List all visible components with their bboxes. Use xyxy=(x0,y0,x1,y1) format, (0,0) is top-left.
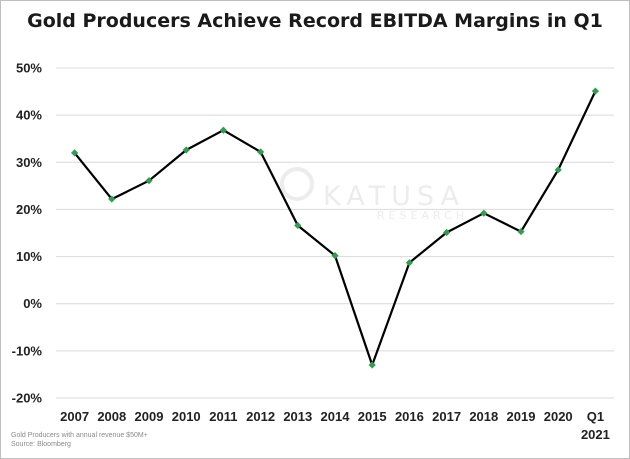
x-axis-ticks: 2007 2008 2009 2010 2011 2012 2013 2014 2015 2016… xyxy=(60,409,610,442)
footnote-criteria: Gold Producers with annual revenue $50M+ xyxy=(11,432,148,439)
data-point xyxy=(591,87,599,95)
y-axis-ticks: 50% 40% 30% 20% 10% 0% -10% -20% xyxy=(12,61,43,406)
data-point xyxy=(331,252,339,260)
x-tick-label: 2009 xyxy=(135,409,164,424)
series-line-path xyxy=(73,90,597,367)
data-point xyxy=(554,166,562,174)
data-point xyxy=(71,149,79,157)
data-point xyxy=(145,177,153,185)
y-tick-label: 50% xyxy=(16,61,42,76)
x-tick-label: 2015 xyxy=(358,409,387,424)
y-tick-label: -20% xyxy=(12,391,43,406)
data-point xyxy=(443,228,451,237)
watermark-logo-icon xyxy=(280,167,314,201)
x-tick-label: 2008 xyxy=(97,409,126,424)
data-point xyxy=(368,361,376,369)
x-tick-label: 2010 xyxy=(172,409,201,424)
footnote-source: Source: Bloomberg xyxy=(11,441,71,448)
y-tick-label: 30% xyxy=(16,155,42,170)
x-tick-label: Q1 2021 xyxy=(581,409,610,442)
watermark-sub: RESEARCH xyxy=(377,209,468,222)
data-point xyxy=(108,195,116,203)
x-tick-label: 2011 xyxy=(209,409,237,424)
x-tick-label: 2014 xyxy=(321,409,351,424)
data-point xyxy=(517,227,525,236)
y-tick-label: 40% xyxy=(16,108,42,123)
y-tick-label: 0% xyxy=(23,296,42,311)
x-tick-label: 2013 xyxy=(283,409,312,424)
data-point xyxy=(219,126,227,134)
series-markers xyxy=(71,87,599,369)
watermark-name: KATUSA xyxy=(323,181,465,212)
x-tick-label: 2012 xyxy=(246,409,275,424)
y-tick-label: 20% xyxy=(16,202,42,217)
data-point xyxy=(480,209,488,217)
chart-title: Gold Producers Achieve Record EBITDA Mar… xyxy=(27,10,603,32)
data-point xyxy=(405,259,413,267)
x-tick-label: 2020 xyxy=(544,409,573,424)
x-tick-label: 2018 xyxy=(469,409,498,424)
watermark: KATUSA RESEARCH xyxy=(280,167,468,222)
series-line xyxy=(73,90,597,367)
y-tick-label: 10% xyxy=(16,249,42,264)
x-tick-label: 2019 xyxy=(507,409,536,424)
x-tick-label: 2017 xyxy=(432,409,461,424)
x-tick-label: 2007 xyxy=(60,409,89,424)
data-point xyxy=(257,148,265,156)
data-point xyxy=(182,146,190,154)
y-tick-label: -10% xyxy=(12,343,43,358)
data-point xyxy=(294,221,302,230)
x-tick-label: 2016 xyxy=(395,409,424,424)
gridlines xyxy=(56,67,614,399)
